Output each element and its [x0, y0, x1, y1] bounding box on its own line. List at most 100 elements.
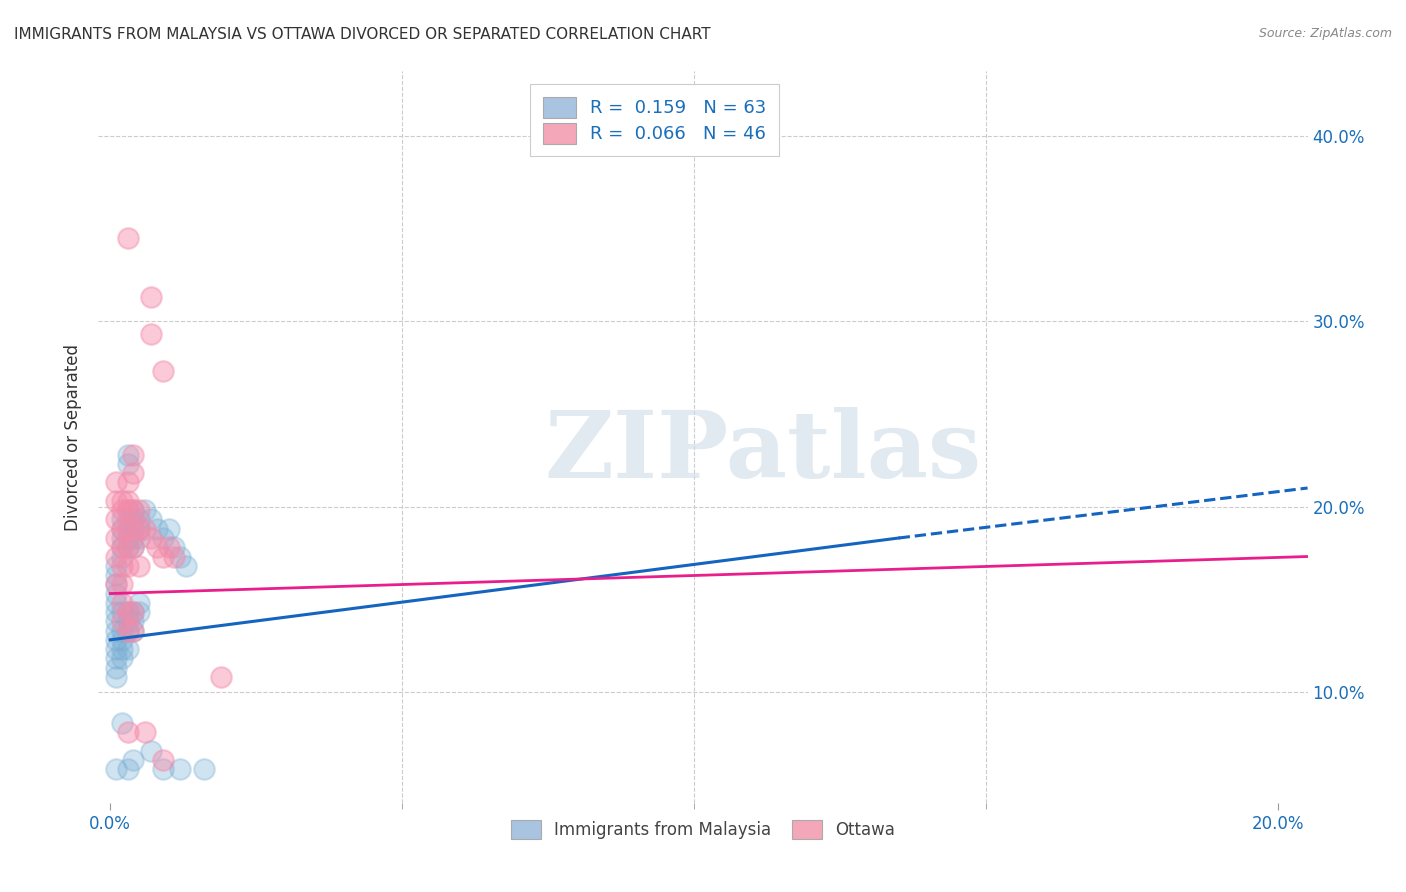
Point — [111, 512, 134, 526]
Point — [139, 512, 162, 526]
Point — [104, 763, 127, 777]
Point — [152, 753, 174, 767]
Point — [122, 531, 145, 545]
Point — [111, 615, 134, 629]
Point — [111, 624, 134, 638]
Point — [117, 624, 139, 638]
Point — [111, 632, 134, 647]
Point — [134, 522, 156, 536]
Point — [117, 512, 139, 526]
Point — [128, 503, 150, 517]
Point — [122, 605, 145, 619]
Point — [157, 522, 180, 536]
Legend: Immigrants from Malaysia, Ottawa: Immigrants from Malaysia, Ottawa — [505, 814, 901, 846]
Point — [104, 670, 127, 684]
Point — [139, 744, 162, 758]
Point — [163, 541, 186, 555]
Point — [122, 624, 145, 638]
Point — [117, 642, 139, 657]
Point — [117, 605, 139, 619]
Point — [111, 577, 134, 591]
Point — [139, 327, 162, 342]
Point — [209, 670, 232, 684]
Point — [111, 503, 134, 517]
Point — [128, 605, 150, 619]
Point — [122, 503, 145, 517]
Point — [152, 364, 174, 378]
Point — [117, 457, 139, 471]
Point — [152, 549, 174, 564]
Point — [152, 531, 174, 545]
Point — [117, 624, 139, 638]
Point — [122, 753, 145, 767]
Point — [111, 522, 134, 536]
Point — [104, 577, 127, 591]
Point — [122, 605, 145, 619]
Point — [111, 558, 134, 573]
Point — [139, 290, 162, 304]
Point — [111, 522, 134, 536]
Point — [122, 522, 145, 536]
Point — [117, 522, 139, 536]
Point — [117, 494, 139, 508]
Point — [122, 615, 145, 629]
Point — [146, 541, 169, 555]
Point — [104, 558, 127, 573]
Point — [117, 605, 139, 619]
Point — [117, 558, 139, 573]
Point — [104, 577, 127, 591]
Point — [169, 549, 191, 564]
Point — [128, 512, 150, 526]
Point — [117, 503, 139, 517]
Point — [111, 531, 134, 545]
Point — [122, 541, 145, 555]
Point — [104, 549, 127, 564]
Point — [111, 541, 134, 555]
Y-axis label: Divorced or Separated: Divorced or Separated — [65, 343, 83, 531]
Point — [146, 522, 169, 536]
Point — [122, 522, 145, 536]
Point — [128, 531, 150, 545]
Point — [111, 605, 134, 619]
Point — [139, 531, 162, 545]
Point — [104, 632, 127, 647]
Point — [163, 549, 186, 564]
Point — [111, 651, 134, 665]
Point — [104, 475, 127, 490]
Point — [174, 558, 197, 573]
Point — [104, 642, 127, 657]
Point — [128, 522, 150, 536]
Point — [117, 231, 139, 245]
Point — [104, 660, 127, 674]
Point — [117, 763, 139, 777]
Point — [111, 716, 134, 731]
Point — [193, 763, 215, 777]
Point — [122, 466, 145, 480]
Point — [117, 615, 139, 629]
Point — [128, 522, 150, 536]
Point — [117, 725, 139, 739]
Point — [122, 448, 145, 462]
Point — [117, 541, 139, 555]
Point — [111, 494, 134, 508]
Point — [122, 624, 145, 638]
Point — [104, 651, 127, 665]
Point — [117, 541, 139, 555]
Point — [128, 596, 150, 610]
Point — [117, 503, 139, 517]
Point — [157, 541, 180, 555]
Point — [104, 586, 127, 600]
Point — [104, 512, 127, 526]
Point — [111, 541, 134, 555]
Point — [104, 494, 127, 508]
Point — [169, 763, 191, 777]
Point — [117, 475, 139, 490]
Point — [104, 568, 127, 582]
Point — [128, 558, 150, 573]
Point — [111, 642, 134, 657]
Point — [104, 596, 127, 610]
Point — [134, 503, 156, 517]
Point — [122, 512, 145, 526]
Point — [111, 596, 134, 610]
Point — [117, 522, 139, 536]
